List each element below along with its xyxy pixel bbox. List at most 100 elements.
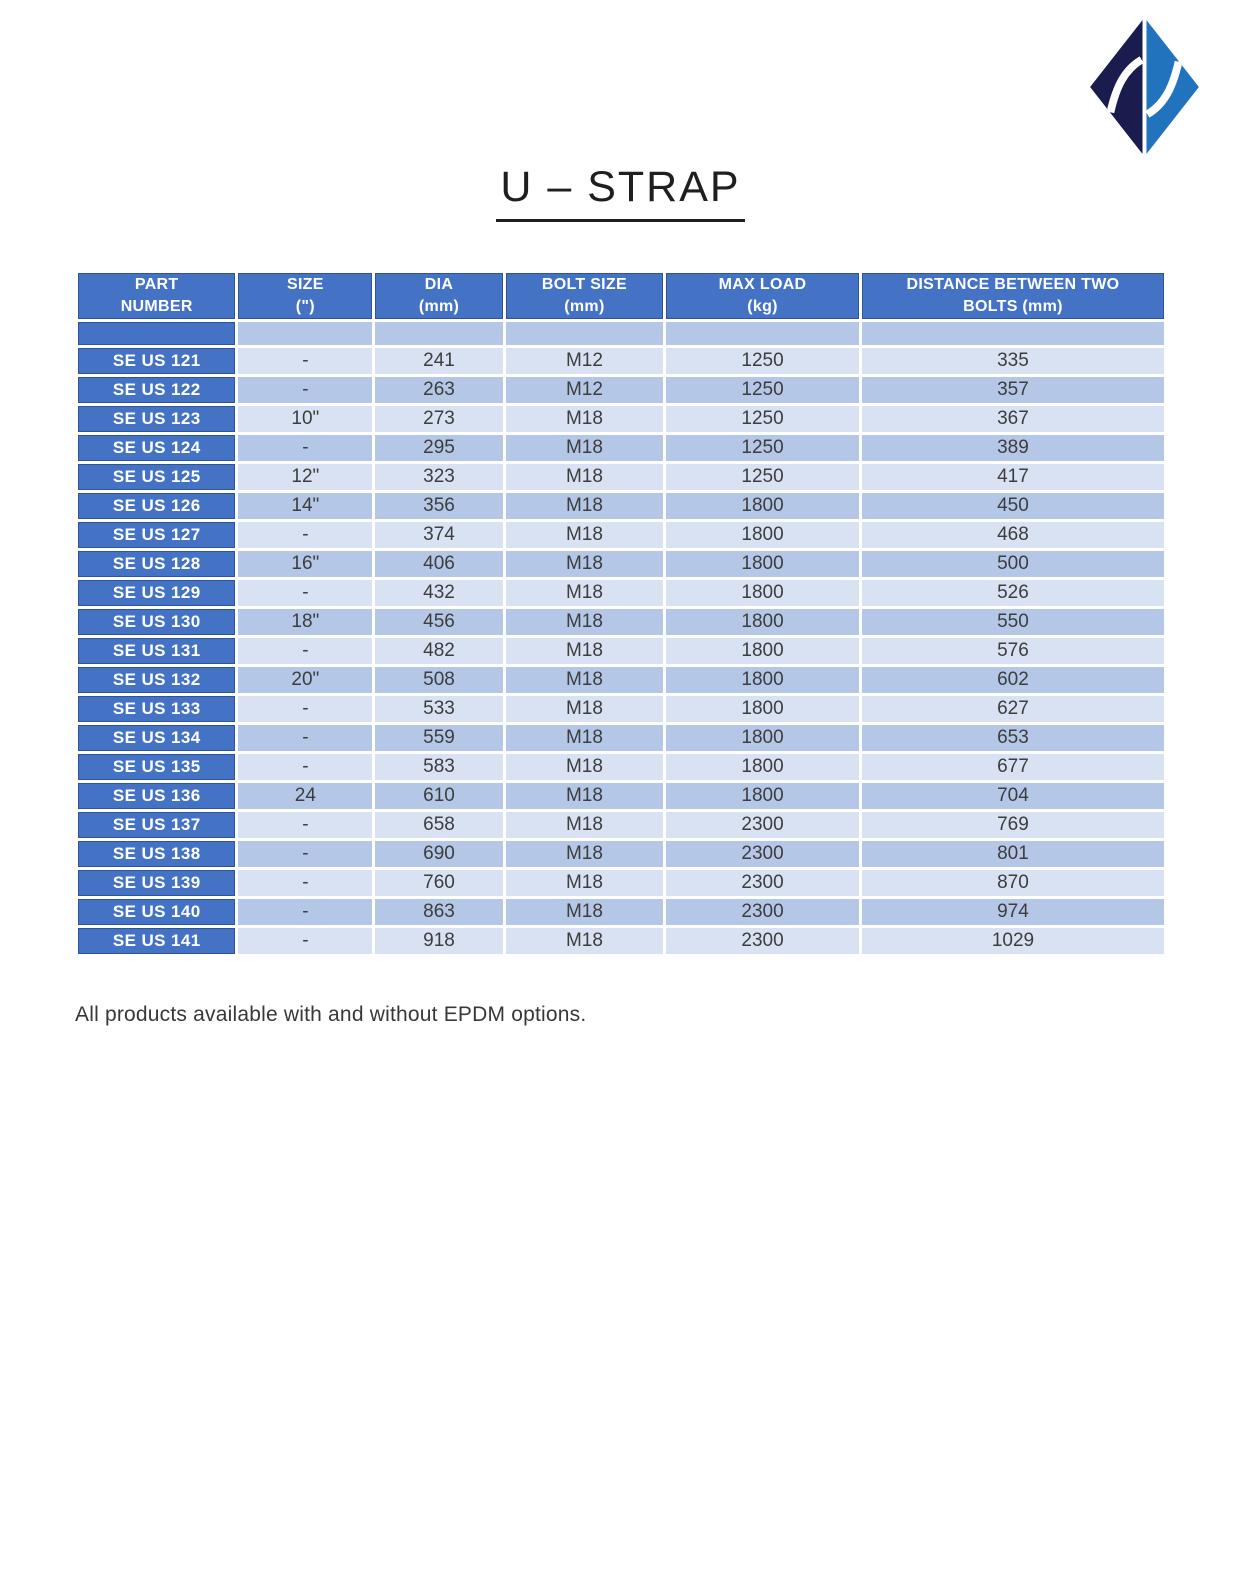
- data-cell-size: 20": [238, 667, 373, 693]
- data-cell-dist: 550: [861, 609, 1164, 635]
- data-cell-bolt: M12: [505, 377, 664, 403]
- data-cell-size: -: [238, 377, 373, 403]
- page-title-text: U – STRAP: [496, 163, 745, 222]
- data-cell-load: 1250: [666, 435, 859, 461]
- data-cell-dist: 526: [861, 580, 1164, 606]
- data-cell-load: 1800: [666, 667, 859, 693]
- data-cell-size: 14": [238, 493, 373, 519]
- part-number-cell: SE US 122: [78, 377, 236, 403]
- u-strap-table: PART NUMBER SIZE (") DIA (mm) BOLT SIZE …: [75, 270, 1167, 957]
- part-number-cell: SE US 128: [78, 551, 236, 577]
- data-cell-dia: 863: [375, 899, 503, 925]
- data-cell-dist: 500: [861, 551, 1164, 577]
- data-cell-dist: 704: [861, 783, 1164, 809]
- data-cell-load: 1800: [666, 696, 859, 722]
- column-header-dia: DIA (mm): [375, 273, 503, 319]
- data-cell-load: 1250: [666, 348, 859, 374]
- blank-cell: [505, 322, 664, 345]
- blank-cell: [666, 322, 859, 345]
- data-cell-load: 1800: [666, 783, 859, 809]
- table-row: SE US 123 10" 273 M18 1250 367: [78, 406, 1164, 432]
- data-cell-dia: 690: [375, 841, 503, 867]
- table-row: SE US 141-918 M18 2300 1029: [78, 928, 1164, 954]
- data-cell-bolt: M18: [505, 493, 664, 519]
- table-row: SE US 125 12" 323 M18 1250 417: [78, 464, 1164, 490]
- data-cell-size: -: [238, 812, 373, 838]
- part-number-cell: SE US 124: [78, 435, 236, 461]
- part-number-cell: SE US 125: [78, 464, 236, 490]
- table-row: SE US 133-533 M18 1800 627: [78, 696, 1164, 722]
- data-cell-size: -: [238, 580, 373, 606]
- data-cell-size: -: [238, 754, 373, 780]
- data-cell-dist: 677: [861, 754, 1164, 780]
- data-cell-dia: 356: [375, 493, 503, 519]
- table-row: SE US 136 24 610 M18 1800 704: [78, 783, 1164, 809]
- data-cell-load: 1250: [666, 464, 859, 490]
- data-cell-bolt: M18: [505, 551, 664, 577]
- data-cell-bolt: M12: [505, 348, 664, 374]
- table-row: SE US 134-559 M18 1800 653: [78, 725, 1164, 751]
- part-number-cell: SE US 123: [78, 406, 236, 432]
- data-cell-load: 1250: [666, 377, 859, 403]
- part-number-cell: SE US 129: [78, 580, 236, 606]
- data-cell-load: 1800: [666, 725, 859, 751]
- footnote: All products available with and without …: [75, 1003, 587, 1026]
- part-number-cell: SE US 139: [78, 870, 236, 896]
- data-cell-load: 1800: [666, 638, 859, 664]
- data-cell-size: -: [238, 522, 373, 548]
- data-cell-dia: 432: [375, 580, 503, 606]
- table-row: SE US 126 14" 356 M18 1800 450: [78, 493, 1164, 519]
- data-cell-size: 16": [238, 551, 373, 577]
- blank-cell: [238, 322, 373, 345]
- data-cell-dia: 406: [375, 551, 503, 577]
- table-row: SE US 132 20" 508 M18 1800 602: [78, 667, 1164, 693]
- data-cell-dist: 1029: [861, 928, 1164, 954]
- table-row: SE US 121-241 M12 1250 335: [78, 348, 1164, 374]
- data-cell-load: 2300: [666, 928, 859, 954]
- data-cell-load: 1250: [666, 406, 859, 432]
- blank-cell: [375, 322, 503, 345]
- table-row: SE US 135-583 M18 1800 677: [78, 754, 1164, 780]
- data-cell-dia: 295: [375, 435, 503, 461]
- diamond-swoosh-icon: [1089, 19, 1200, 155]
- data-cell-size: -: [238, 841, 373, 867]
- column-header-size: SIZE ("): [238, 273, 373, 319]
- blank-row: [78, 322, 1164, 345]
- data-cell-load: 1800: [666, 580, 859, 606]
- data-cell-dist: 653: [861, 725, 1164, 751]
- part-number-cell: SE US 134: [78, 725, 236, 751]
- header-row: PART NUMBER SIZE (") DIA (mm) BOLT SIZE …: [78, 273, 1164, 319]
- data-cell-size: -: [238, 638, 373, 664]
- data-cell-size: 24: [238, 783, 373, 809]
- data-cell-dist: 870: [861, 870, 1164, 896]
- column-header-max-load: MAX LOAD (kg): [666, 273, 859, 319]
- data-cell-dist: 468: [861, 522, 1164, 548]
- data-cell-bolt: M18: [505, 609, 664, 635]
- data-cell-dist: 389: [861, 435, 1164, 461]
- data-cell-dist: 602: [861, 667, 1164, 693]
- part-number-cell: SE US 138: [78, 841, 236, 867]
- company-logo-icon: [1082, 14, 1207, 160]
- data-cell-dia: 583: [375, 754, 503, 780]
- part-number-cell: SE US 133: [78, 696, 236, 722]
- data-cell-dist: 367: [861, 406, 1164, 432]
- part-number-cell: SE US 137: [78, 812, 236, 838]
- data-cell-size: -: [238, 696, 373, 722]
- blank-cell: [861, 322, 1164, 345]
- data-cell-dia: 456: [375, 609, 503, 635]
- data-cell-dist: 974: [861, 899, 1164, 925]
- blank-part-cell: [78, 322, 236, 345]
- page-title: U – STRAP: [0, 163, 1241, 222]
- part-number-cell: SE US 130: [78, 609, 236, 635]
- table-row: SE US 138-690 M18 2300 801: [78, 841, 1164, 867]
- data-cell-bolt: M18: [505, 522, 664, 548]
- column-header-part-number: PART NUMBER: [78, 273, 236, 319]
- data-cell-dia: 482: [375, 638, 503, 664]
- part-number-cell: SE US 140: [78, 899, 236, 925]
- data-cell-load: 2300: [666, 870, 859, 896]
- part-number-cell: SE US 135: [78, 754, 236, 780]
- table-row: SE US 139-760 M18 2300 870: [78, 870, 1164, 896]
- data-cell-dia: 559: [375, 725, 503, 751]
- data-cell-load: 2300: [666, 812, 859, 838]
- data-cell-size: -: [238, 899, 373, 925]
